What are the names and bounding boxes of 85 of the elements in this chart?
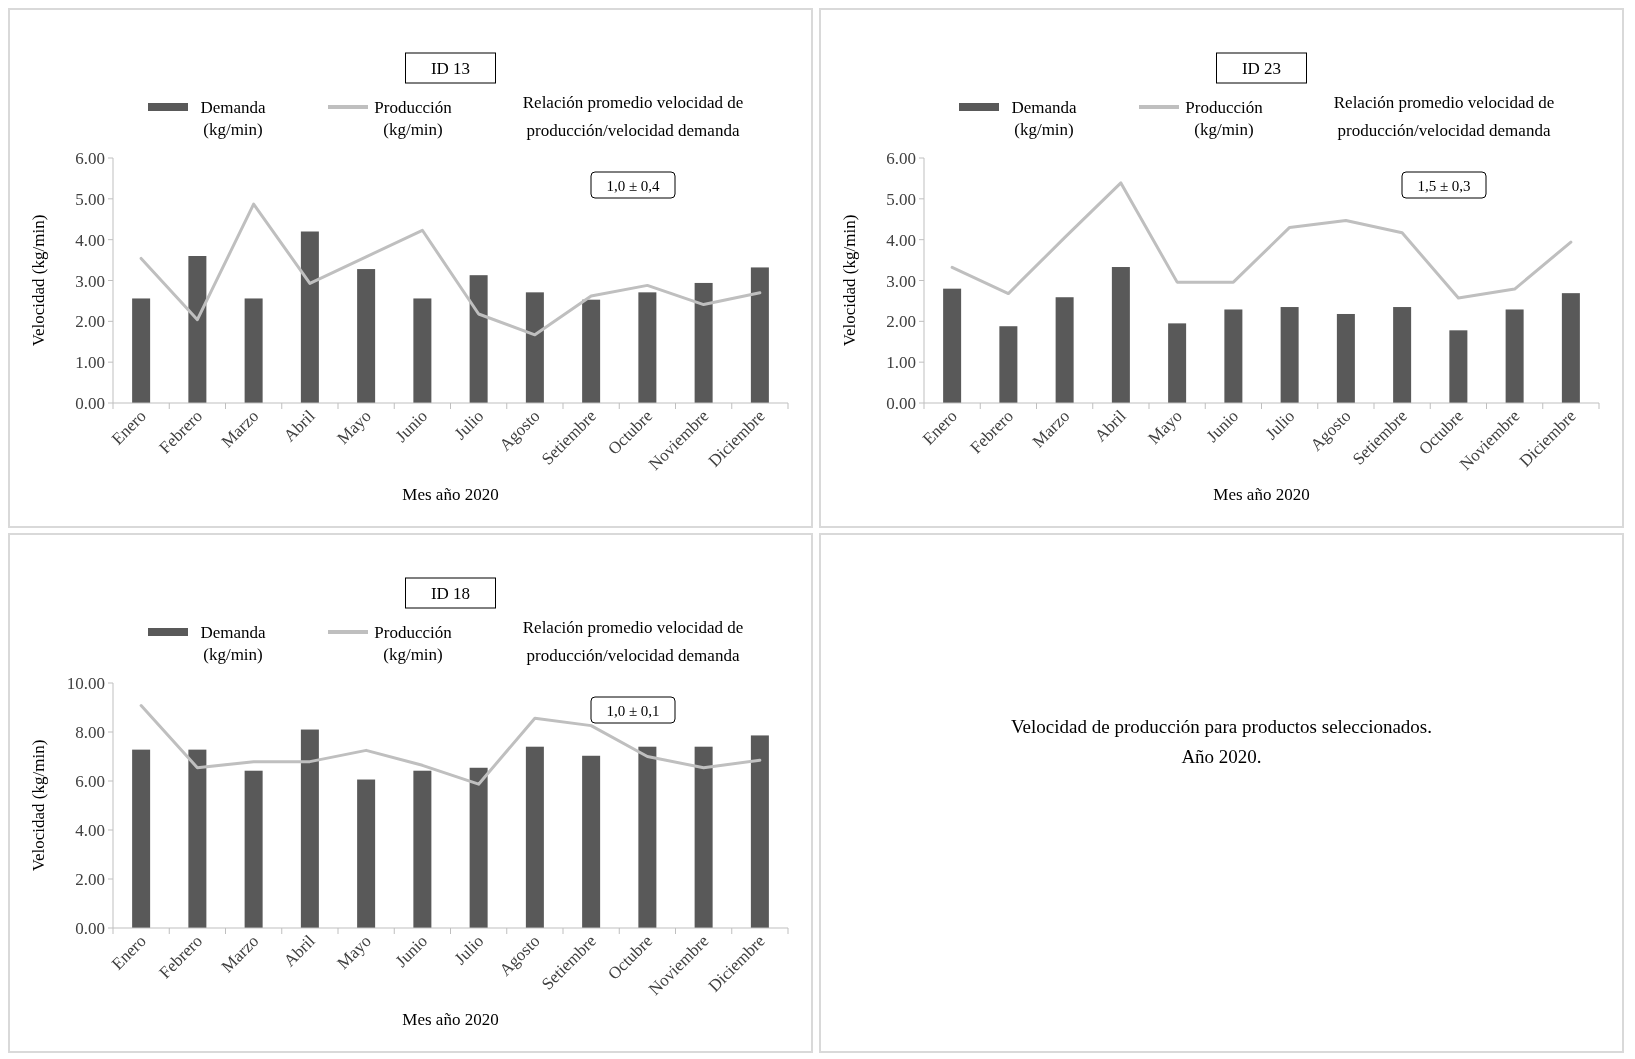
bar (694, 282, 713, 403)
bar (469, 275, 488, 403)
y-tick-label: 5.00 (75, 189, 105, 209)
bar (1449, 330, 1468, 403)
x-tick-label: Julio (450, 406, 488, 444)
line-series (950, 181, 1573, 300)
bar (1168, 323, 1187, 403)
bar (638, 746, 657, 928)
bar (1561, 293, 1580, 403)
bar (469, 767, 488, 928)
y-tick-label: 1.00 (75, 353, 105, 373)
bar (999, 326, 1018, 403)
y-tick-label: 0.00 (75, 394, 105, 413)
bar (244, 770, 263, 928)
x-tick-label: Julio (1261, 406, 1299, 444)
bar (694, 746, 713, 928)
chart-title: ID 13 (430, 59, 471, 78)
y-tick-label: 10.00 (66, 674, 105, 693)
text: Relación promedio velocidad de producción/velocidad demanda (522, 618, 744, 665)
bar (357, 269, 376, 403)
bar (582, 299, 601, 403)
x-axis-title: Mes año 2020 (402, 1010, 499, 1029)
line-series (139, 704, 762, 786)
y-tick-label: 6.00 (75, 772, 105, 791)
legend-label: Producción (kg/min) (1185, 98, 1264, 139)
bar (1280, 307, 1299, 403)
y-tick-label: 8.00 (75, 723, 105, 742)
y-tick-label: 6.00 (75, 149, 105, 168)
text: Relación promedio velocidad de producción/velocidad demanda (522, 93, 744, 140)
y-tick-label: 3.00 (886, 271, 916, 291)
y-tick-label: 2.00 (886, 312, 916, 332)
legend-label: Demanda (kg/min) (200, 98, 267, 139)
bar (244, 298, 263, 403)
bar (300, 729, 319, 928)
x-tick-label: Julio (450, 931, 488, 969)
y-tick-label: 2.00 (75, 312, 105, 332)
annotation: 1,0 ± 0,4 (606, 178, 661, 194)
y-tick-label: 5.00 (886, 189, 916, 209)
bar (750, 735, 769, 928)
bar (1336, 313, 1355, 403)
y-tick-label: 6.00 (886, 149, 916, 168)
y-tick-label: 0.00 (75, 919, 105, 938)
text: Velocidad de producción para productos seleccionados. (1010, 716, 1433, 737)
y-tick-label: 4.00 (886, 230, 916, 250)
bar (582, 755, 601, 928)
text: Año 2020. (1181, 746, 1262, 767)
legend-label: Demanda (kg/min) (200, 623, 267, 664)
bar (357, 779, 376, 928)
x-axis-title: Mes año 2020 (1213, 485, 1310, 504)
chart-title: ID 18 (430, 584, 471, 603)
bar (943, 288, 962, 403)
bar (132, 298, 151, 403)
legend-label: Producción (kg/min) (374, 623, 453, 664)
bar (188, 256, 207, 403)
annotation: 1,5 ± 0,3 (1417, 178, 1471, 194)
line-series (139, 202, 762, 337)
bar (1505, 309, 1524, 403)
bar (1393, 307, 1412, 403)
y-tick-label: 3.00 (75, 271, 105, 291)
text: Relación promedio velocidad de producción/velocidad demanda (1333, 93, 1555, 140)
bar (750, 267, 769, 403)
y-axis-title: Velocidad (kg/min) (29, 739, 48, 872)
bar (1224, 309, 1243, 403)
chart-title: ID 23 (1241, 59, 1282, 78)
y-tick-label: 2.00 (75, 870, 105, 889)
x-axis-title: Mes año 2020 (402, 485, 499, 504)
bar (1111, 267, 1130, 403)
annotation: 1,0 ± 0,1 (606, 703, 660, 719)
y-tick-label: 4.00 (75, 230, 105, 250)
bar (132, 749, 151, 928)
y-tick-label: 1.00 (886, 353, 916, 373)
bar (1055, 297, 1074, 403)
bar (525, 746, 544, 928)
bar (413, 770, 432, 928)
bar (525, 292, 544, 403)
legend-label: Demanda (kg/min) (1011, 98, 1078, 139)
legend-label: Producción (kg/min) (374, 98, 453, 139)
bar (413, 298, 432, 403)
y-tick-label: 4.00 (75, 821, 105, 840)
y-axis-title: Velocidad (kg/min) (29, 214, 48, 347)
y-axis-title: Velocidad (kg/min) (840, 214, 859, 347)
y-tick-label: 0.00 (886, 394, 916, 413)
bar (188, 749, 207, 928)
bar (300, 231, 319, 403)
bar (638, 292, 657, 403)
